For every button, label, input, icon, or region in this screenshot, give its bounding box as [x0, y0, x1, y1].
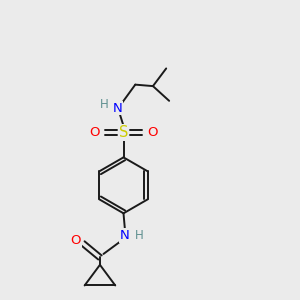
Text: H: H: [135, 230, 143, 242]
Text: O: O: [70, 235, 81, 248]
Text: H: H: [100, 98, 109, 111]
Text: O: O: [147, 126, 158, 139]
Text: S: S: [119, 125, 128, 140]
Text: O: O: [89, 126, 100, 139]
Text: N: N: [120, 229, 130, 242]
Text: N: N: [113, 102, 122, 115]
